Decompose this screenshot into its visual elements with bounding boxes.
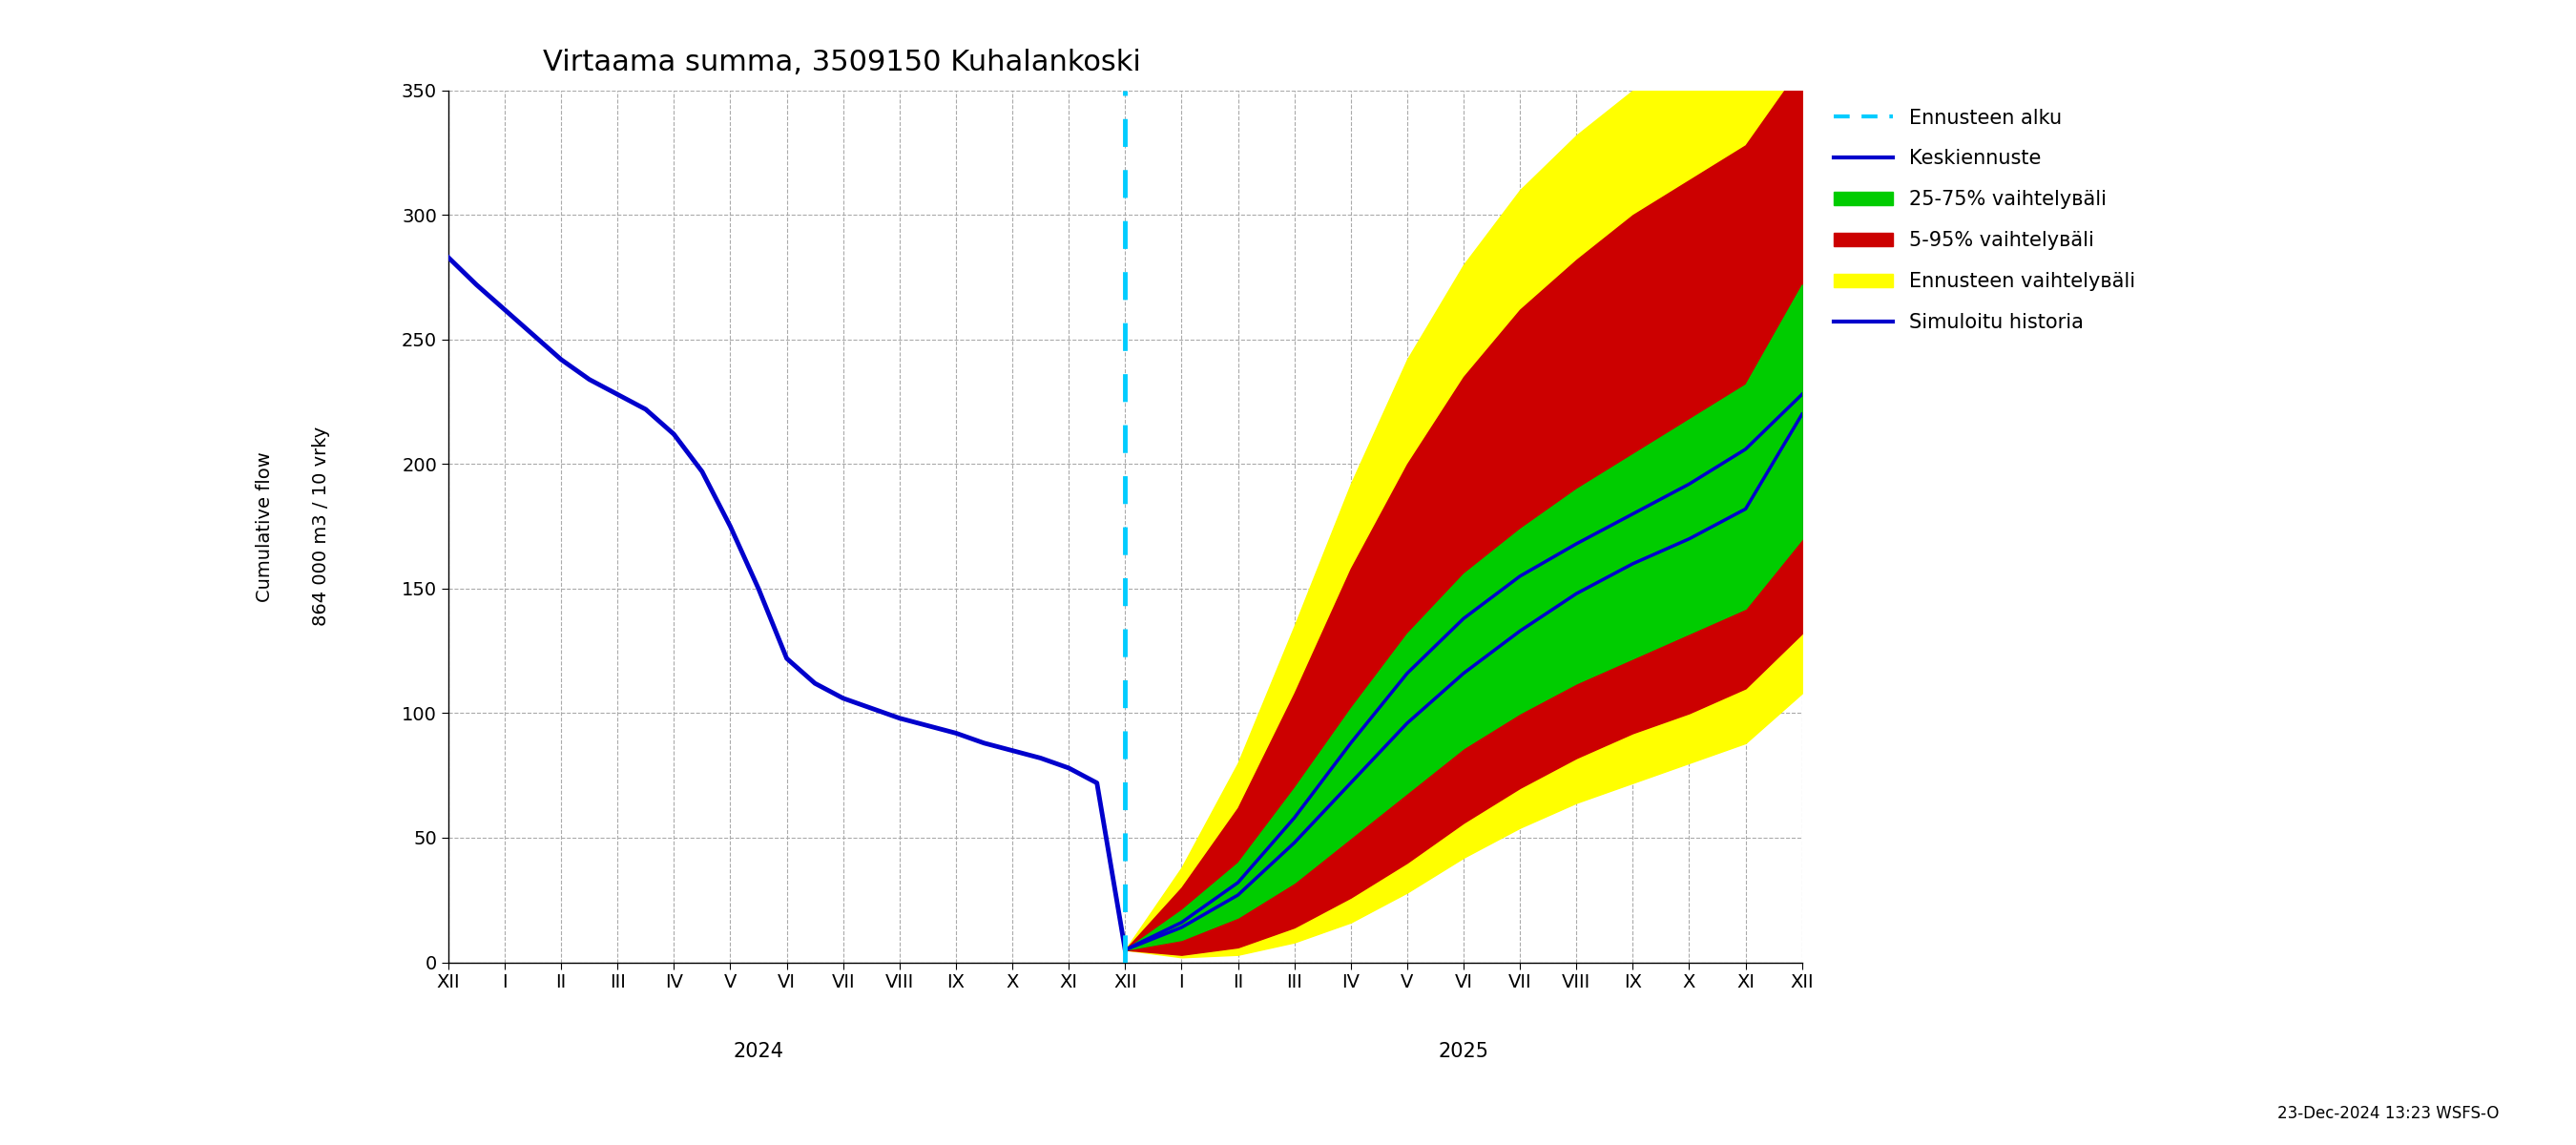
Text: 2025: 2025 (1437, 1042, 1489, 1061)
Text: Virtaama summa, 3509150 Kuhalankoski: Virtaama summa, 3509150 Kuhalankoski (544, 48, 1141, 77)
Text: Cumulative flow: Cumulative flow (255, 451, 273, 601)
Text: 864 000 m3 / 10 vrky: 864 000 m3 / 10 vrky (312, 427, 330, 626)
Legend: Ennusteen alku, Keskiennuste, 25-75% vaihtelувäli, 5-95% vaihtelувäli, Ennusteen: Ennusteen alku, Keskiennuste, 25-75% vai… (1826, 101, 2143, 340)
Text: 2024: 2024 (734, 1042, 783, 1061)
Text: 23-Dec-2024 13:23 WSFS-O: 23-Dec-2024 13:23 WSFS-O (2277, 1105, 2499, 1122)
